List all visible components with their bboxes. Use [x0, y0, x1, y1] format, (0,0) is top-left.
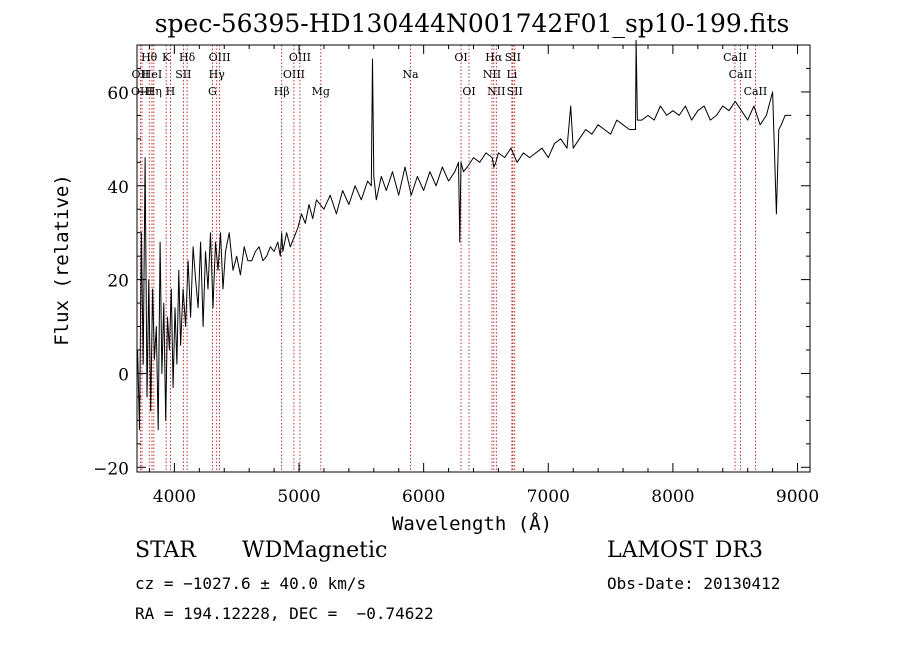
coordinates: RA = 194.12228, DEC = −0.74622 [135, 604, 434, 623]
line-label-9: OIII [209, 51, 231, 64]
line-label-23: NII [487, 85, 505, 98]
chart-title: spec-56395-HD130444N001742F01_sp10-199.f… [155, 9, 790, 38]
line-label-1: OII [132, 68, 150, 81]
y-tick-label-2: 20 [107, 272, 129, 292]
redshift-readout: cz = −1027.6 ± 40.0 km/s [135, 574, 367, 593]
line-label-5: K [162, 51, 171, 64]
line-label-13: OIII [289, 51, 311, 64]
x-tick-label-0: 4000 [153, 487, 196, 507]
line-label-7: SII [175, 68, 191, 81]
line-label-20: SII [505, 51, 521, 64]
x-tick-label-4: 8000 [651, 487, 694, 507]
survey-name: LAMOST DR3 [607, 538, 763, 563]
y-tick-label-0: −20 [93, 459, 129, 479]
line-label-25: CaII [723, 51, 747, 64]
y-axis-label: Flux (relative) [51, 174, 73, 346]
x-axis-label: Wavelength (Å) [392, 512, 552, 535]
x-tick-label-1: 5000 [277, 487, 320, 507]
y-tick-label-4: 60 [107, 84, 129, 104]
y-tick-label-1: 0 [118, 365, 129, 385]
line-label-26: CaII [729, 68, 753, 81]
line-label-22: Li [506, 68, 517, 81]
line-label-16: Na [402, 68, 419, 81]
axes: 4000 5000 6000 7000 8000 9000 −20 0 20 40 60 [93, 44, 819, 507]
series-0-line [137, 39, 792, 431]
line-label-12: Hβ [274, 85, 290, 98]
line-label-4: Hη [146, 85, 162, 98]
line-label-17: OI [454, 51, 467, 64]
line-label-18: OI [462, 85, 475, 98]
x-tick-label-3: 7000 [527, 487, 570, 507]
line-label-2: HeI [142, 68, 162, 81]
line-label-19: Hα [485, 51, 503, 64]
line-label-24: SII [507, 85, 523, 98]
line-label-15: Mg [312, 85, 330, 98]
line-label-8: Hδ [179, 51, 196, 64]
line-label-0: Hθ [141, 51, 158, 64]
series-layer [137, 39, 792, 431]
line-label-10: Hγ [209, 68, 226, 81]
line-label-14: OIII [283, 68, 305, 81]
line-label-11: G [208, 85, 217, 98]
plot-frame [136, 44, 811, 473]
line-label-21: NII [483, 68, 501, 81]
spectral-subclass: WDMagnetic [242, 538, 388, 563]
line-label-27: CaII [744, 85, 768, 98]
spectral-class: STAR [135, 538, 196, 563]
x-tick-label-2: 6000 [402, 487, 445, 507]
obs-date: Obs-Date: 20130412 [607, 574, 781, 593]
y-tick-label-3: 40 [107, 178, 129, 198]
x-tick-label-5: 9000 [776, 487, 819, 507]
line-label-6: H [166, 85, 176, 98]
line-markers [139, 45, 756, 472]
